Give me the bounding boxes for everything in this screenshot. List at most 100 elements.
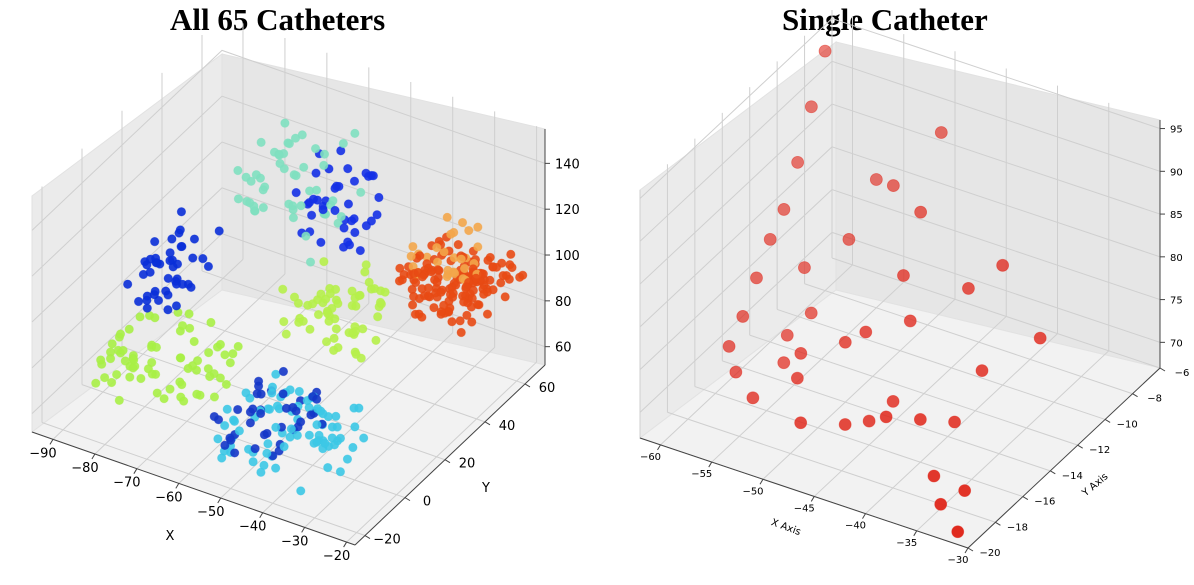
data-point xyxy=(152,388,162,398)
data-point xyxy=(311,185,322,195)
data-point xyxy=(107,339,117,349)
data-point xyxy=(245,393,255,403)
data-point xyxy=(251,170,261,180)
data-point xyxy=(228,349,238,359)
data-point xyxy=(291,171,301,181)
data-point xyxy=(375,297,386,307)
x-tick-label: −40 xyxy=(239,520,266,535)
data-point xyxy=(248,404,258,414)
data-point xyxy=(183,363,193,374)
data-point xyxy=(133,296,144,307)
data-point xyxy=(307,210,317,220)
data-point xyxy=(278,389,288,399)
data-point xyxy=(426,267,436,277)
data-point xyxy=(485,252,495,263)
data-point xyxy=(350,422,360,432)
data-point xyxy=(318,205,328,215)
x-tick-label: −70 xyxy=(113,476,140,491)
x-tick-mark xyxy=(217,497,222,504)
grid-z xyxy=(639,17,1161,199)
data-point xyxy=(220,440,230,450)
data-point xyxy=(267,388,277,398)
x-tick-mark xyxy=(133,468,138,474)
y-tick-mark xyxy=(1022,496,1029,501)
data-point xyxy=(432,277,442,287)
data-point xyxy=(262,428,272,439)
data-point xyxy=(213,434,223,444)
data-point xyxy=(350,227,360,238)
x-tick-mark xyxy=(49,439,54,445)
chart-title-right: Single Catheter xyxy=(782,2,988,37)
data-point xyxy=(380,287,390,297)
grid-x-floor xyxy=(346,361,537,543)
data-point xyxy=(335,433,346,443)
data-point xyxy=(479,289,489,299)
data-point xyxy=(171,301,182,311)
y-axis-label: Y Axis xyxy=(1080,471,1111,499)
x-tick-mark xyxy=(259,512,264,518)
x-axis-line xyxy=(639,437,969,549)
y-tick-label: −20 xyxy=(373,533,400,548)
data-point xyxy=(123,279,133,289)
data-point xyxy=(206,317,216,328)
data-point xyxy=(221,379,231,390)
x-tick-label: −90 xyxy=(29,446,56,461)
data-point xyxy=(996,258,1010,272)
data-point xyxy=(186,282,196,292)
y-tick-label: −10 xyxy=(1117,419,1138,430)
data-point xyxy=(324,316,334,326)
data-point xyxy=(198,253,208,264)
data-point xyxy=(245,418,255,428)
data-point xyxy=(453,240,463,250)
x-tick-label: −50 xyxy=(742,486,763,497)
data-point xyxy=(233,194,243,204)
data-point xyxy=(294,386,304,397)
data-point xyxy=(457,217,468,228)
data-point xyxy=(301,231,311,241)
y-tick-label: −12 xyxy=(1089,445,1110,456)
data-point xyxy=(165,256,175,266)
data-point xyxy=(258,203,268,213)
data-point xyxy=(179,396,189,406)
grid-z xyxy=(639,146,1161,328)
data-point xyxy=(798,261,811,275)
data-point xyxy=(842,233,856,246)
data-point xyxy=(189,336,199,347)
data-point xyxy=(304,430,314,440)
data-point xyxy=(442,212,452,222)
y-tick-label: −14 xyxy=(1062,471,1083,482)
data-point xyxy=(948,415,961,429)
grid-y-floor xyxy=(81,384,406,499)
data-point xyxy=(794,416,808,430)
data-point xyxy=(414,293,425,304)
data-point xyxy=(135,312,145,322)
data-point xyxy=(225,358,235,368)
x-axis-label: X xyxy=(166,529,175,544)
x-tick-label: −40 xyxy=(845,521,866,532)
data-point xyxy=(293,298,304,308)
data-point xyxy=(294,317,304,328)
x-tick-mark xyxy=(810,496,815,502)
data-point xyxy=(188,253,198,263)
grid-z xyxy=(31,95,546,277)
y-tick-mark xyxy=(404,497,411,502)
data-point xyxy=(118,345,128,356)
data-point xyxy=(203,261,214,272)
y-tick-label: −8 xyxy=(1147,394,1162,405)
data-point xyxy=(473,299,483,310)
y-tick-mark xyxy=(364,535,371,539)
data-point xyxy=(286,424,296,434)
data-point xyxy=(1033,331,1047,345)
data-point xyxy=(338,138,348,149)
data-point xyxy=(496,278,506,288)
data-point xyxy=(343,164,353,174)
y-tick-label: −16 xyxy=(1034,497,1055,508)
y-tick-label: 20 xyxy=(459,457,476,472)
y-tick-label: 60 xyxy=(539,381,556,396)
data-point xyxy=(142,260,152,270)
data-point xyxy=(205,371,215,382)
data-point xyxy=(361,221,371,231)
y-tick-mark xyxy=(484,421,491,426)
data-point xyxy=(316,237,326,248)
data-point xyxy=(804,306,818,320)
